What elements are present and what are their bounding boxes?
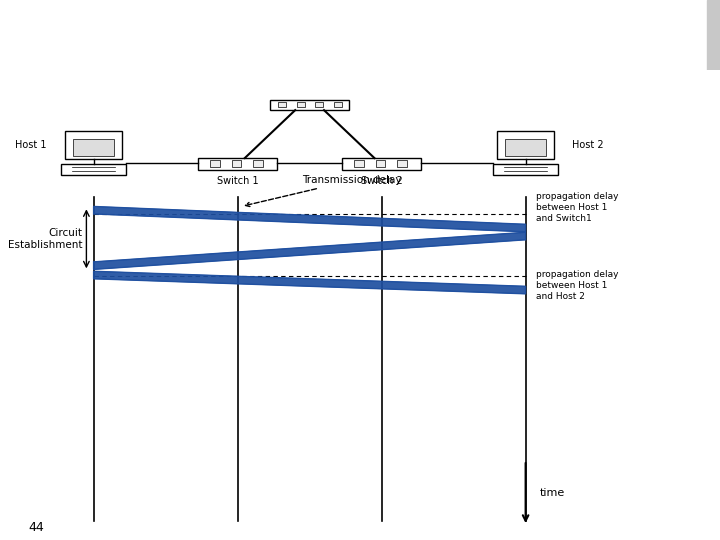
Text: propagation delay
between Host 1
and Switch1: propagation delay between Host 1 and Swi… xyxy=(536,192,619,223)
Text: 44: 44 xyxy=(29,521,45,535)
FancyBboxPatch shape xyxy=(376,160,385,166)
FancyBboxPatch shape xyxy=(315,102,323,107)
Text: time: time xyxy=(540,488,565,498)
Text: Transmission delay: Transmission delay xyxy=(246,176,402,206)
Text: Circuit
Establishment: Circuit Establishment xyxy=(9,228,83,249)
FancyBboxPatch shape xyxy=(342,158,421,170)
FancyBboxPatch shape xyxy=(397,160,407,166)
FancyBboxPatch shape xyxy=(253,160,263,166)
Bar xyxy=(668,0,684,70)
FancyBboxPatch shape xyxy=(497,131,554,159)
Text: Host 1: Host 1 xyxy=(15,140,47,150)
FancyBboxPatch shape xyxy=(65,131,122,159)
Polygon shape xyxy=(94,206,526,232)
FancyBboxPatch shape xyxy=(297,102,305,107)
FancyBboxPatch shape xyxy=(61,164,126,176)
Text: Switch 1: Switch 1 xyxy=(217,177,258,186)
FancyBboxPatch shape xyxy=(270,100,349,110)
FancyBboxPatch shape xyxy=(73,139,114,156)
FancyBboxPatch shape xyxy=(505,139,546,156)
FancyBboxPatch shape xyxy=(354,160,364,166)
FancyBboxPatch shape xyxy=(210,160,220,166)
Text: propagation delay
between Host 1
and Host 2: propagation delay between Host 1 and Hos… xyxy=(536,270,619,301)
FancyBboxPatch shape xyxy=(232,160,241,166)
FancyBboxPatch shape xyxy=(278,102,286,107)
Text: Timing in Circuit Switching: Timing in Circuit Switching xyxy=(13,18,561,52)
FancyBboxPatch shape xyxy=(198,158,277,170)
Polygon shape xyxy=(94,232,526,269)
Bar xyxy=(688,0,703,70)
FancyBboxPatch shape xyxy=(334,102,342,107)
Polygon shape xyxy=(94,271,526,294)
Text: Switch 2: Switch 2 xyxy=(361,177,402,186)
Text: Host 2: Host 2 xyxy=(572,140,604,150)
Bar xyxy=(707,0,720,70)
FancyBboxPatch shape xyxy=(493,164,558,176)
